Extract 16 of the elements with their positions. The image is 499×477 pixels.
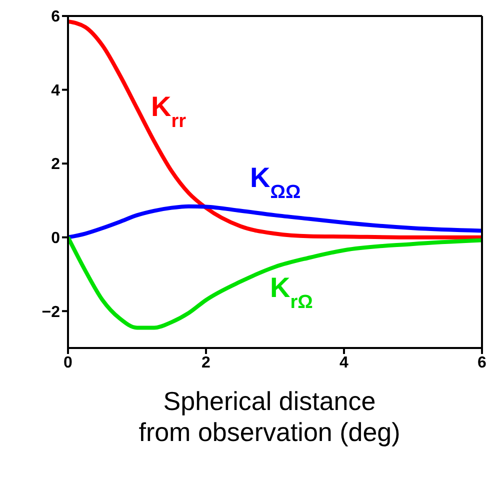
y-tick-label: 2 <box>51 156 60 174</box>
x-tick-label: 4 <box>340 354 349 372</box>
series-label: K$_{ΩΩ}$ <box>250 162 301 203</box>
x-tick-label: 0 <box>64 354 73 372</box>
y-tick-label: 6 <box>51 8 60 26</box>
y-tick-label: 4 <box>51 82 60 100</box>
line-series <box>68 204 482 240</box>
series-label: K$_{rΩ}$ <box>270 272 313 312</box>
line-series <box>68 20 482 240</box>
y-tick-label: 0 <box>51 230 60 248</box>
x-tick-label: 2 <box>202 354 211 372</box>
x-tick-label: 6 <box>478 354 487 372</box>
line-series <box>68 235 482 330</box>
x-axis-title: Spherical distance from observation (deg) <box>138 386 402 448</box>
series-label: K$_{rr}$ <box>151 91 187 132</box>
y-tick-label: −2 <box>42 304 60 321</box>
